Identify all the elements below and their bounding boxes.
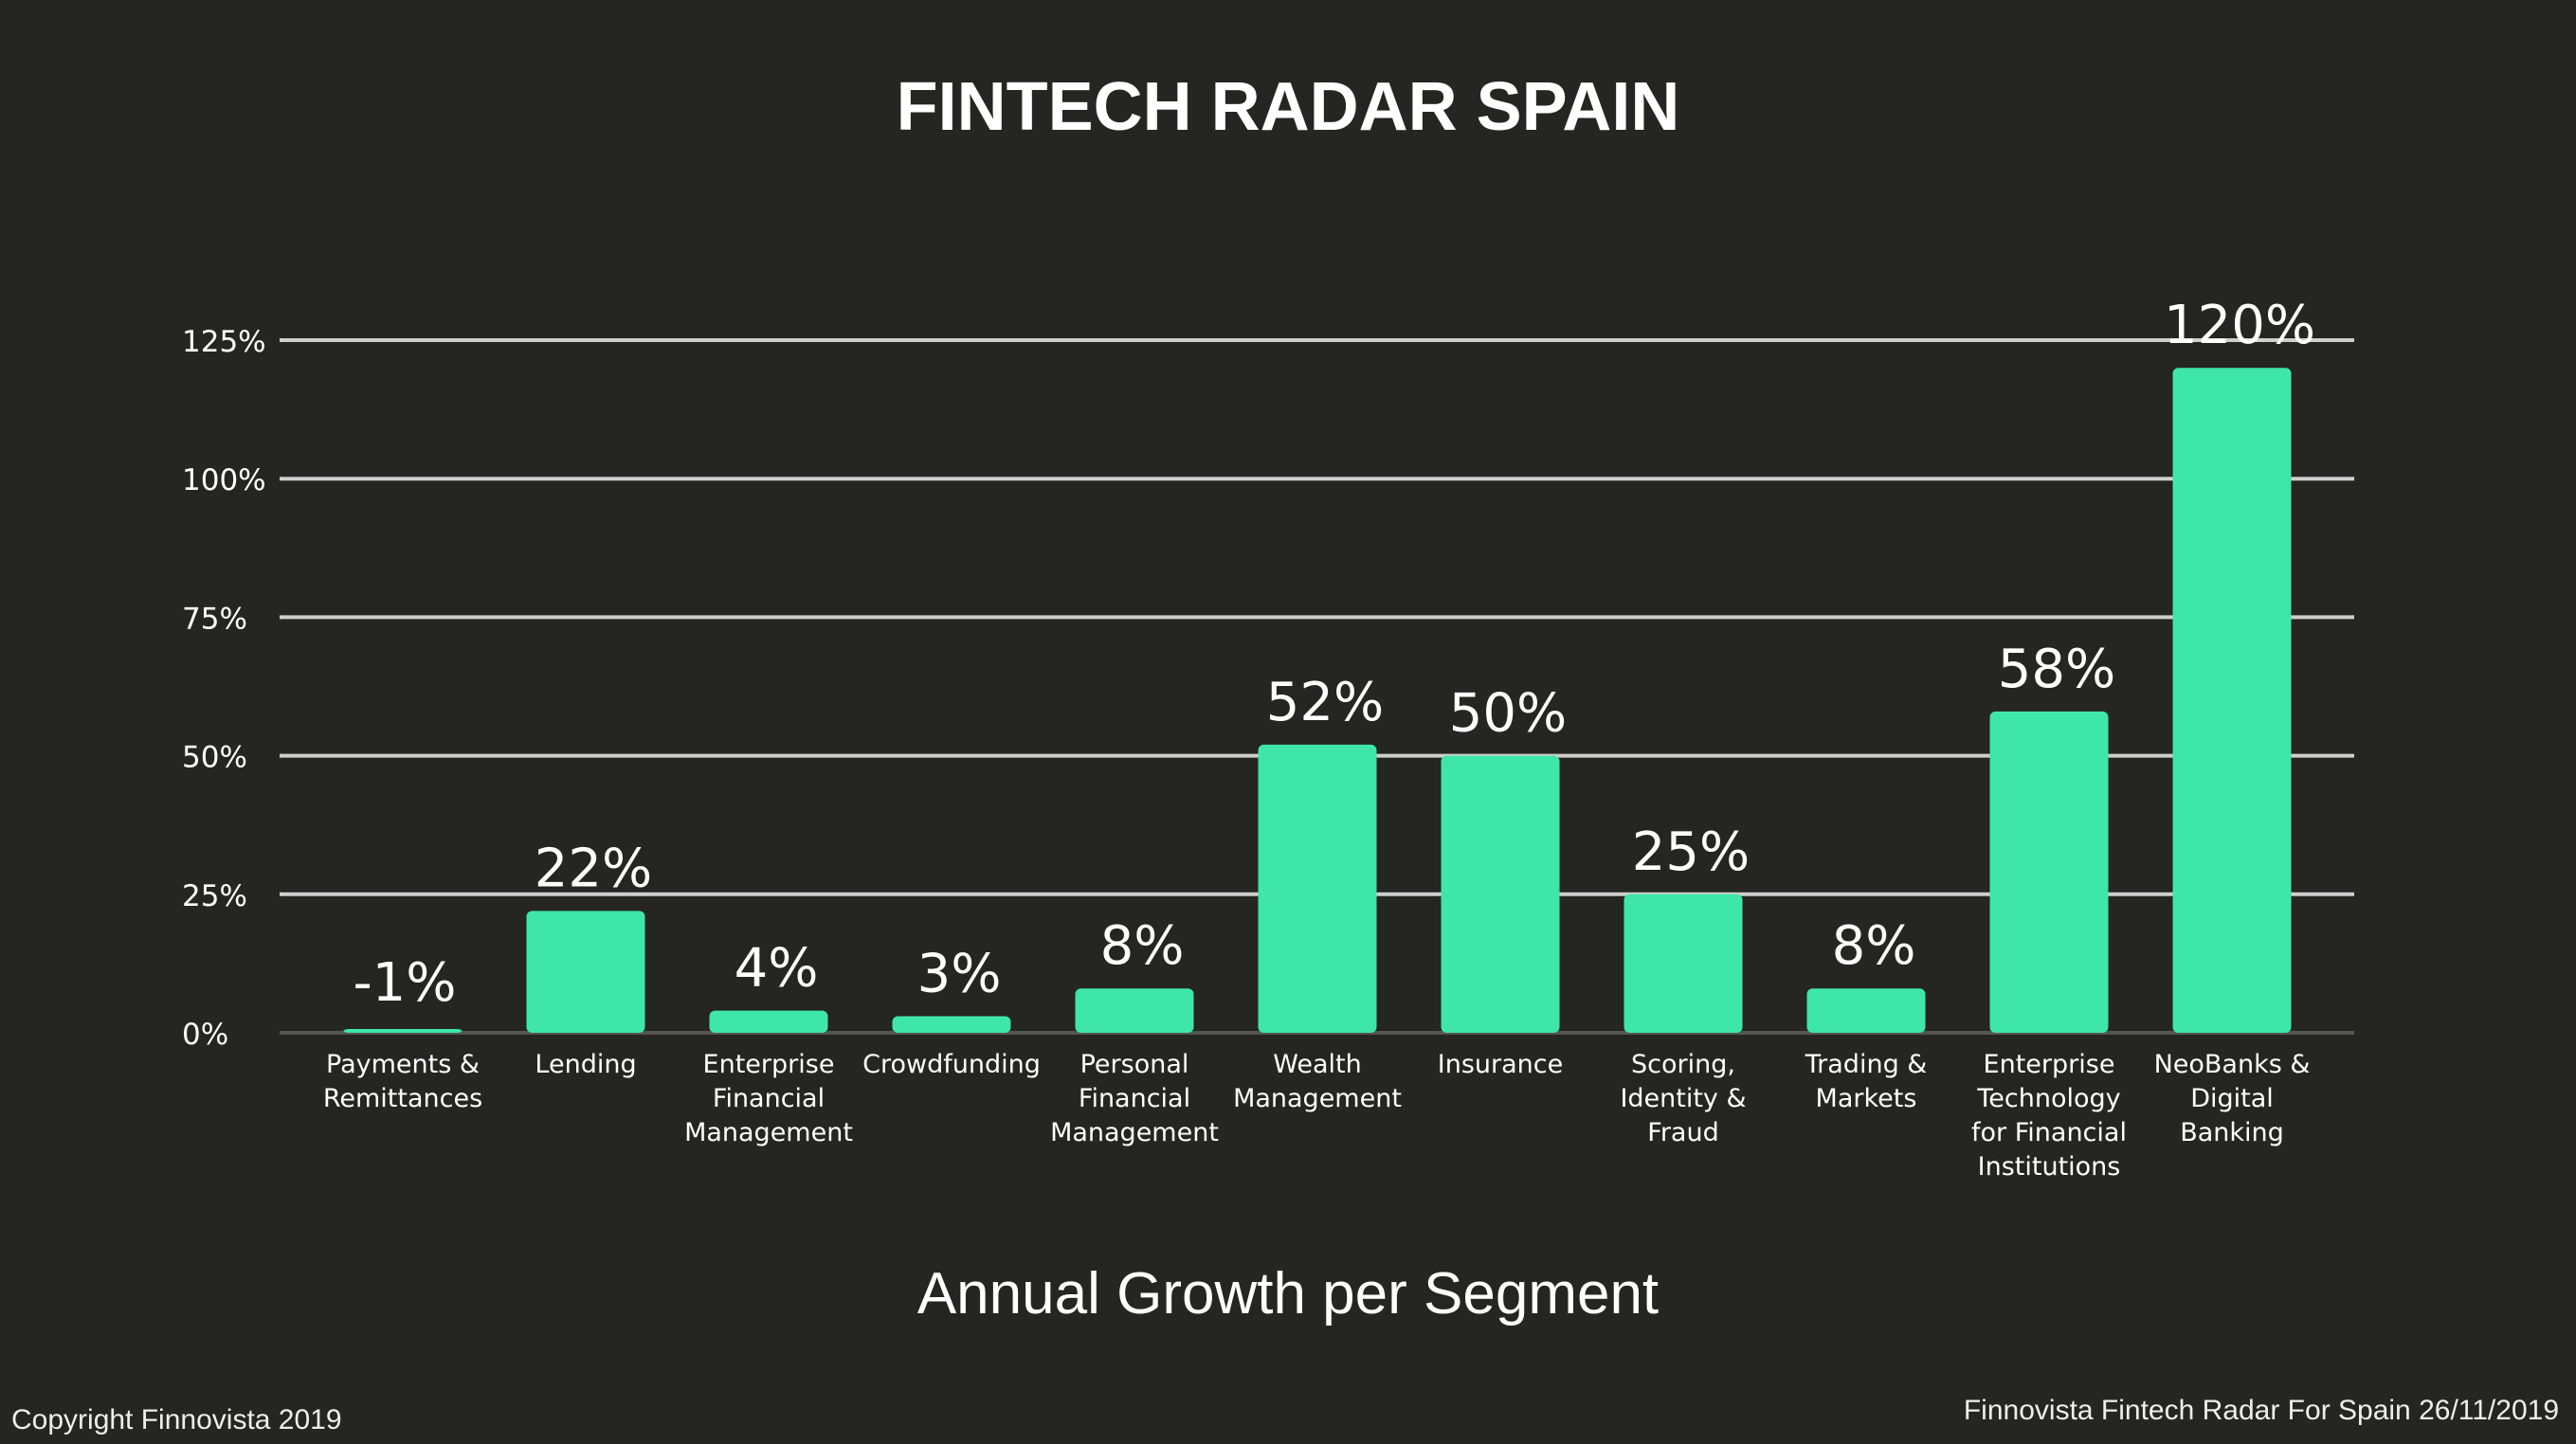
data-label: 25%: [1632, 821, 1750, 883]
bar: [1624, 893, 1743, 1033]
x-tick-label: Crowdfunding: [862, 1050, 1041, 1079]
x-tick-label: Remittances: [323, 1084, 482, 1113]
x-tick-label: Enterprise: [1984, 1050, 2115, 1079]
data-label: 8%: [1832, 915, 1916, 977]
data-label: 22%: [535, 838, 652, 899]
copyright-text: Copyright Finnovista 2019: [11, 1404, 342, 1435]
data-label: 58%: [1998, 639, 2115, 700]
source-text: Finnovista Fintech Radar For Spain 26/11…: [1963, 1395, 2559, 1426]
x-tick-label: NeoBanks &: [2154, 1050, 2311, 1079]
data-label: 3%: [917, 943, 1002, 1004]
x-tick-label: Financial: [1079, 1084, 1190, 1113]
x-tick-label: for Financial: [1971, 1118, 2127, 1147]
x-tick-label: Digital: [2190, 1084, 2274, 1113]
chart-title: FINTECH RADAR SPAIN: [896, 69, 1680, 145]
x-tick-label: Fraud: [1647, 1118, 1718, 1147]
x-tick-label: Management: [1050, 1118, 1219, 1147]
y-tick-label: 25%: [182, 879, 247, 913]
bar: [1989, 711, 2109, 1033]
bar: [1075, 988, 1194, 1033]
x-tick-label: Banking: [2180, 1118, 2284, 1147]
y-tick-label: 50%: [182, 741, 247, 775]
x-tick-label: Enterprise: [703, 1050, 835, 1079]
y-tick-label: 75%: [182, 602, 247, 636]
x-tick-label: Financial: [713, 1084, 825, 1113]
x-tick-label: Insurance: [1438, 1050, 1563, 1079]
x-tick-label: Identity &: [1620, 1084, 1746, 1113]
x-tick-label: Management: [1233, 1084, 1402, 1113]
x-tick-label: Lending: [535, 1050, 636, 1079]
bar: [526, 911, 645, 1033]
bar: [892, 1016, 1011, 1033]
y-tick-label: 100%: [182, 463, 266, 497]
bar: [1441, 755, 1560, 1033]
chart-subtitle: Annual Growth per Segment: [916, 1261, 1660, 1327]
bar: [343, 1029, 463, 1033]
data-label: 120%: [2164, 295, 2315, 356]
y-tick-label: 0%: [182, 1018, 228, 1052]
data-label: 50%: [1449, 683, 1567, 745]
bar: [709, 1010, 828, 1033]
data-label: -1%: [353, 952, 456, 1014]
bar: [1258, 744, 1377, 1033]
x-tick-label: Institutions: [1978, 1152, 2121, 1182]
x-tick-label: Markets: [1816, 1084, 1917, 1113]
data-label: 52%: [1266, 672, 1384, 733]
data-label: 4%: [735, 938, 819, 1000]
data-label: 8%: [1100, 915, 1185, 977]
y-tick-label: 125%: [182, 325, 266, 359]
bar: [2172, 368, 2292, 1033]
bar: [1806, 988, 1926, 1033]
x-tick-label: Payments &: [326, 1050, 480, 1079]
x-tick-label: Trading &: [1805, 1050, 1928, 1079]
x-tick-label: Wealth: [1273, 1050, 1361, 1079]
x-tick-label: Scoring,: [1631, 1050, 1735, 1079]
x-tick-label: Management: [684, 1118, 853, 1147]
x-tick-label: Personal: [1080, 1050, 1189, 1079]
x-tick-label: Technology: [1976, 1084, 2120, 1113]
